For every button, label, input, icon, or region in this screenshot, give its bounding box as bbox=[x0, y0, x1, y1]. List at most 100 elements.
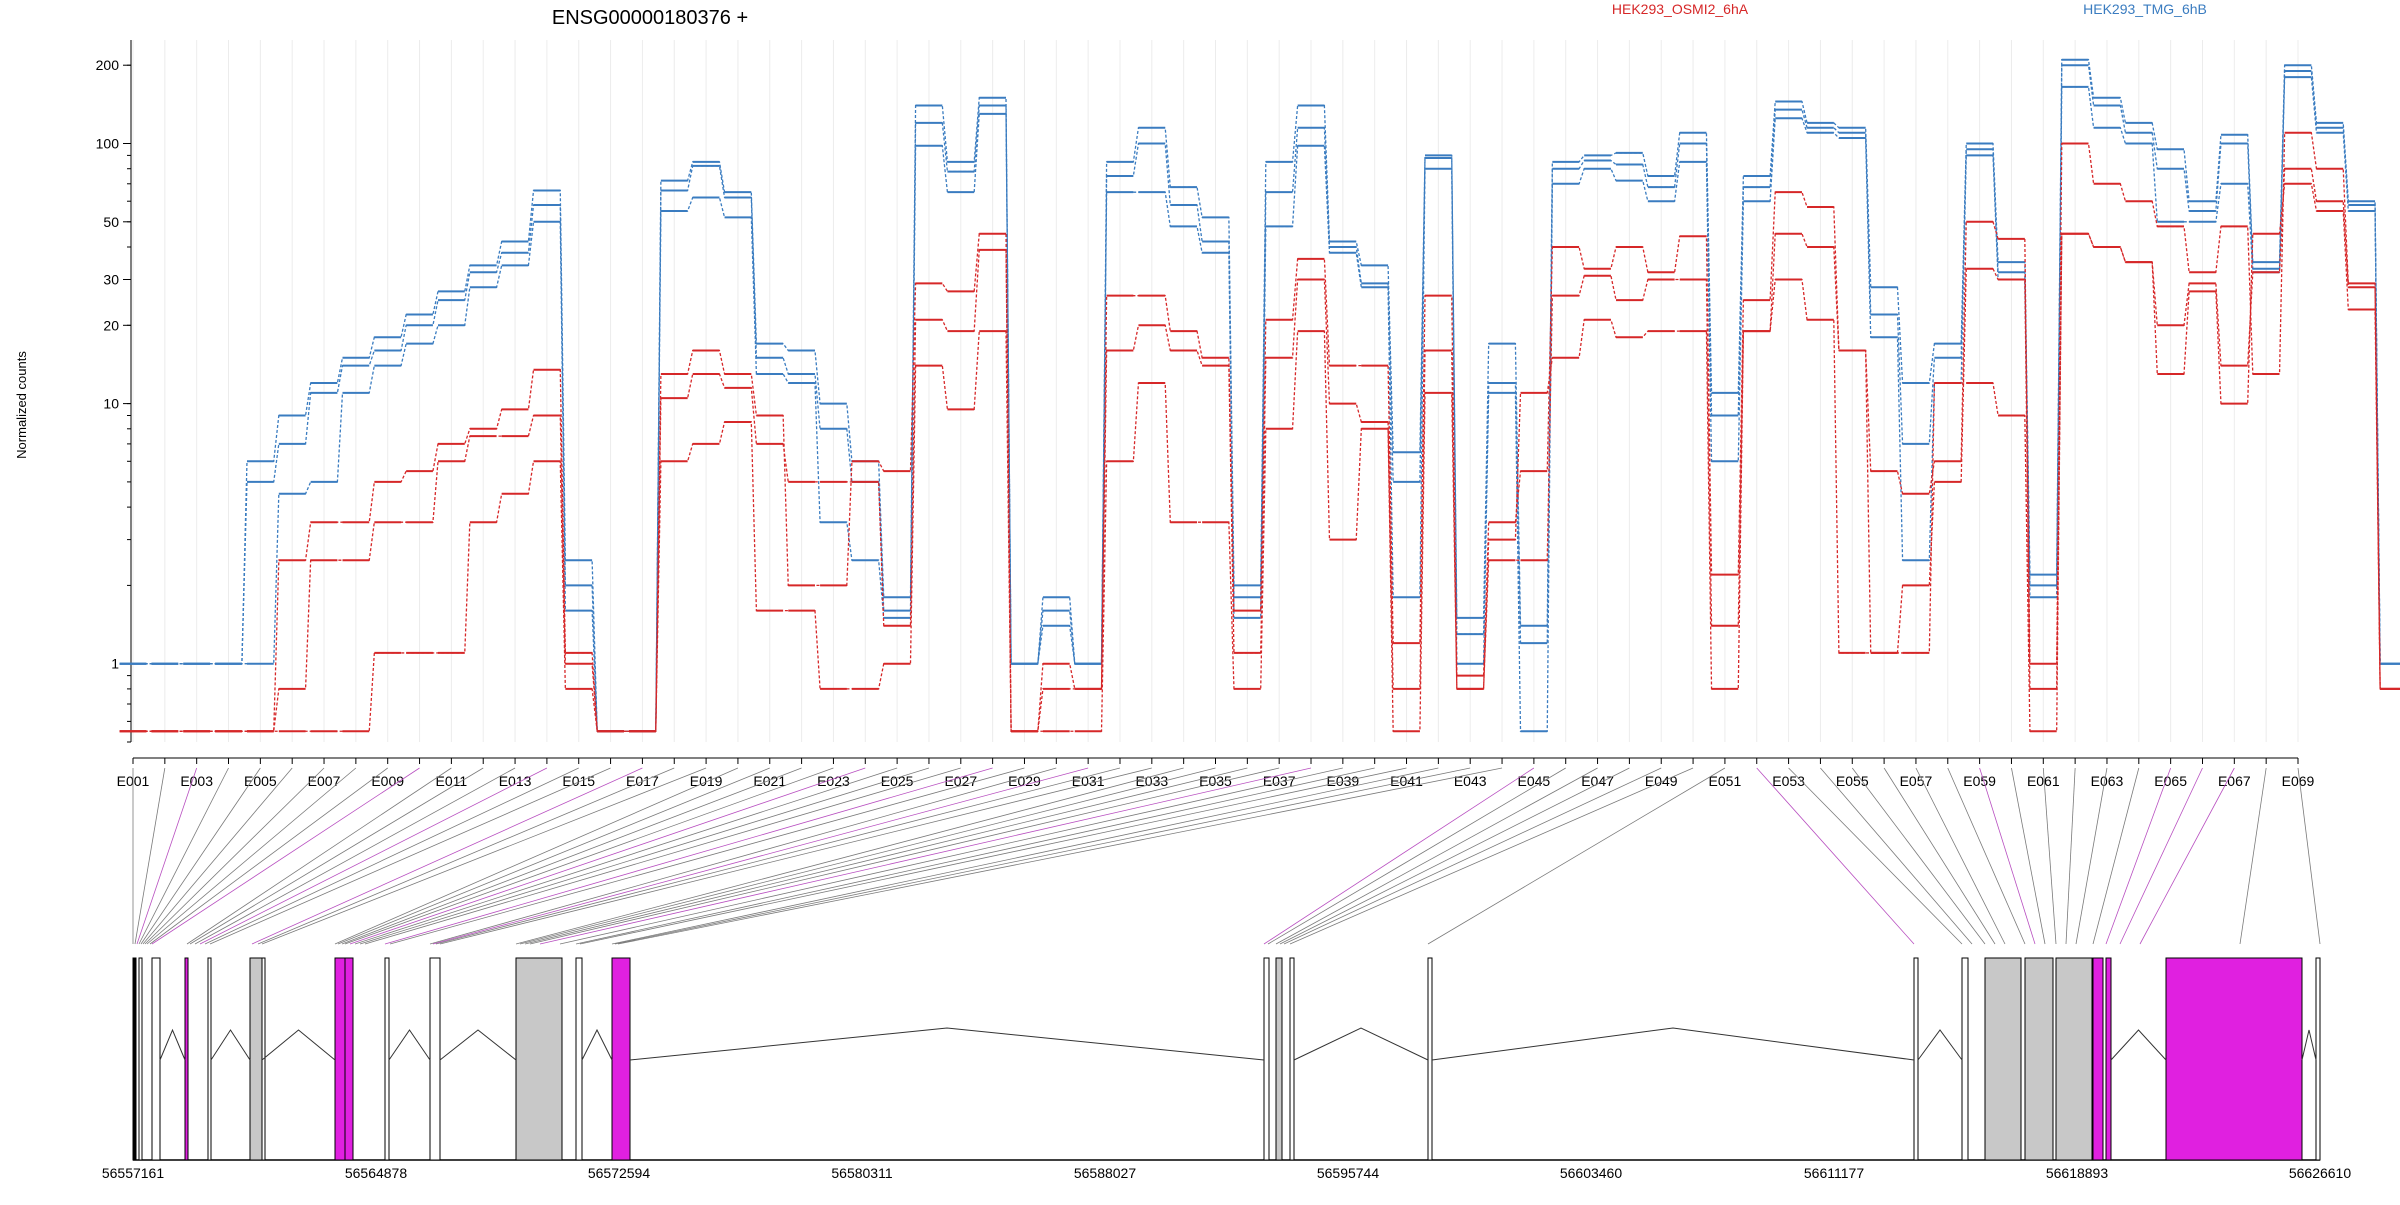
exon-block bbox=[611, 957, 631, 1161]
exon-connector bbox=[524, 767, 1248, 945]
x-tick-label: E025 bbox=[881, 773, 914, 789]
exon-connector bbox=[1263, 767, 1535, 945]
x-tick-label: E055 bbox=[1836, 773, 1869, 789]
exon-connector bbox=[1427, 767, 1726, 945]
intron-line bbox=[2301, 1029, 2317, 1061]
x-tick-label: E031 bbox=[1072, 773, 1105, 789]
intron-line bbox=[388, 1029, 431, 1061]
exon-block bbox=[575, 957, 583, 1161]
x-tick-label: E045 bbox=[1518, 773, 1551, 789]
x-tick-label: E069 bbox=[2282, 773, 2315, 789]
x-tick-label: E067 bbox=[2218, 773, 2251, 789]
exon-connector bbox=[611, 767, 1439, 945]
exon-block bbox=[344, 957, 354, 1161]
y-tick-label: 100 bbox=[96, 136, 120, 152]
exon-connector bbox=[519, 767, 1216, 945]
x-tick-label: E003 bbox=[180, 773, 213, 789]
x-tick-label: E029 bbox=[1008, 773, 1041, 789]
exon-block bbox=[1427, 957, 1433, 1161]
exon-connector bbox=[2042, 767, 2057, 945]
exon-block bbox=[151, 957, 161, 1161]
exon-connector bbox=[1756, 767, 1915, 945]
y-tick-label: 10 bbox=[103, 396, 119, 412]
legend-label-tmg: HEK293_TMG_6hB bbox=[2083, 1, 2207, 17]
exon-connector bbox=[529, 767, 1280, 945]
exon-connector bbox=[1788, 767, 1963, 945]
exon-connector bbox=[515, 767, 1184, 945]
exon-connector bbox=[2139, 767, 2235, 945]
exon-connector bbox=[2011, 767, 2046, 945]
x-tick-label: E019 bbox=[690, 773, 723, 789]
exon-connector bbox=[151, 767, 420, 945]
exon-connector bbox=[2105, 767, 2172, 945]
exon-connector bbox=[144, 767, 325, 945]
genome-coordinate-label: 56564878 bbox=[345, 1165, 408, 1181]
exon-block bbox=[1275, 957, 1283, 1161]
x-tick-label: E057 bbox=[1900, 773, 1933, 789]
intron-line bbox=[1293, 1027, 1429, 1061]
exon-block bbox=[1984, 957, 2022, 1161]
exon-connector bbox=[1915, 767, 2006, 945]
genome-coordinate-label: 56595744 bbox=[1317, 1165, 1380, 1181]
exon-block bbox=[384, 957, 390, 1161]
exon-block bbox=[2092, 957, 2104, 1161]
exon-block bbox=[2105, 957, 2112, 1161]
exon-connector bbox=[138, 767, 229, 945]
exon-block bbox=[132, 957, 137, 1161]
x-tick-label: E043 bbox=[1454, 773, 1487, 789]
exon-connector bbox=[251, 767, 643, 945]
exon-connector bbox=[2065, 767, 2076, 945]
x-tick-label: E005 bbox=[244, 773, 277, 789]
exon-connector bbox=[2092, 767, 2140, 945]
exon-connector bbox=[1820, 767, 1973, 945]
exon-connector bbox=[1275, 767, 1598, 945]
series-line bbox=[119, 132, 2400, 732]
exon-connector bbox=[146, 767, 357, 945]
y-tick-label: 200 bbox=[96, 57, 120, 73]
exon-block bbox=[2024, 957, 2054, 1161]
exon-connector bbox=[140, 767, 261, 945]
legend-label-osmi2: HEK293_OSMI2_6hA bbox=[1612, 1, 1749, 17]
exon-block bbox=[1289, 957, 1295, 1161]
exon-connector bbox=[194, 767, 516, 945]
exon-connector bbox=[2239, 767, 2267, 945]
exon-connector bbox=[359, 767, 930, 945]
exon-connector bbox=[439, 767, 1152, 945]
exon-connector bbox=[364, 767, 961, 945]
exon-connector bbox=[1279, 767, 1630, 945]
exon-connector bbox=[337, 767, 770, 945]
exon-block bbox=[138, 957, 143, 1161]
exon-connector bbox=[341, 767, 802, 945]
exon-connector bbox=[149, 767, 388, 945]
exon-connector bbox=[1947, 767, 2026, 945]
intron-line bbox=[159, 1028, 186, 1061]
x-tick-label: E061 bbox=[2027, 773, 2060, 789]
exon-connector bbox=[435, 767, 1121, 945]
exon-connector bbox=[579, 767, 1407, 945]
intron-line bbox=[2110, 1029, 2167, 1061]
exon-connector bbox=[429, 767, 1057, 945]
exon-block bbox=[1263, 957, 1270, 1161]
intron-line bbox=[261, 1029, 336, 1061]
exon-block bbox=[515, 957, 563, 1161]
exon-block bbox=[249, 957, 263, 1161]
gene-model: 56557161 56564878 56572594 56580311 56588027… bbox=[102, 767, 2352, 1181]
x-tick-label: E009 bbox=[371, 773, 404, 789]
y-tick-label: 20 bbox=[103, 317, 119, 333]
genome-coordinate-label: 56572594 bbox=[588, 1165, 651, 1181]
exon-connector bbox=[617, 767, 1503, 945]
x-tick-label: E015 bbox=[562, 773, 595, 789]
series-5 bbox=[119, 182, 2400, 733]
intron-line bbox=[581, 1028, 613, 1061]
exon-connector bbox=[575, 767, 1375, 945]
x-tick-label: E059 bbox=[1963, 773, 1996, 789]
genome-coordinate-label: 56611177 bbox=[1804, 1165, 1864, 1181]
exon-connector bbox=[1883, 767, 1996, 945]
exon-connector bbox=[2297, 767, 2321, 945]
series-line bbox=[119, 183, 2400, 732]
genome-coordinate-label: 56626610 bbox=[2289, 1165, 2352, 1181]
series-line bbox=[119, 168, 2400, 732]
intron-line bbox=[439, 1029, 517, 1061]
exon-connector bbox=[257, 767, 675, 945]
